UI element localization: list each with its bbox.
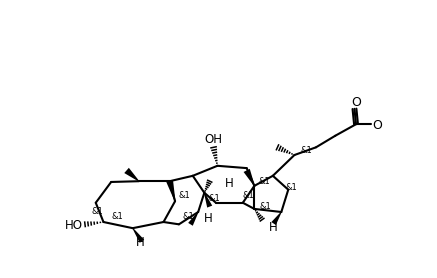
Polygon shape bbox=[124, 168, 139, 182]
Text: &1: &1 bbox=[260, 202, 271, 211]
Polygon shape bbox=[166, 180, 175, 201]
Text: HO: HO bbox=[65, 219, 83, 232]
Text: &1: &1 bbox=[208, 194, 220, 203]
Polygon shape bbox=[204, 193, 212, 208]
Text: &1: &1 bbox=[112, 212, 124, 221]
Text: &1: &1 bbox=[179, 190, 191, 200]
Text: H: H bbox=[268, 221, 277, 234]
Polygon shape bbox=[243, 169, 255, 186]
Text: O: O bbox=[373, 119, 382, 132]
Text: &1: &1 bbox=[285, 183, 297, 192]
Text: &1: &1 bbox=[301, 146, 312, 155]
Text: &1: &1 bbox=[243, 190, 255, 200]
Polygon shape bbox=[188, 212, 198, 226]
Text: H: H bbox=[225, 177, 233, 190]
Text: OH: OH bbox=[205, 133, 222, 146]
Text: &1: &1 bbox=[92, 207, 104, 217]
Text: H: H bbox=[136, 236, 145, 249]
Text: H: H bbox=[204, 212, 212, 225]
Text: O: O bbox=[351, 96, 361, 109]
Text: &1: &1 bbox=[258, 177, 270, 186]
Polygon shape bbox=[132, 228, 144, 243]
Text: &1: &1 bbox=[183, 212, 194, 221]
Polygon shape bbox=[271, 212, 282, 225]
